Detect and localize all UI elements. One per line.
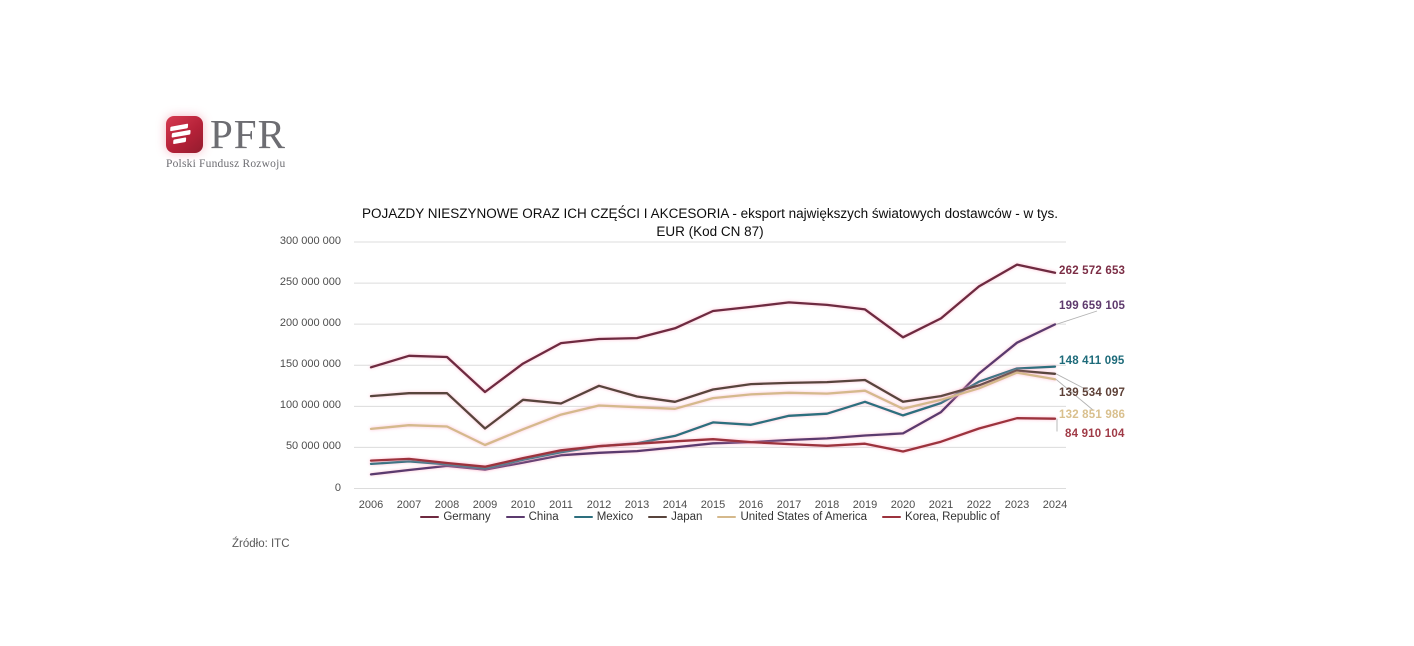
- series-line-germany: [369, 263, 1057, 394]
- legend-label: United States of America: [740, 511, 868, 523]
- series-end-label-united-states-of-america: 132 851 986: [1059, 408, 1126, 421]
- series-line-japan: [369, 369, 1057, 430]
- legend-swatch: [420, 515, 440, 519]
- chart-title-line1: POJAZDY NIESZYNOWE ORAZ ICH CZĘŚCI I AKC…: [362, 206, 1058, 221]
- chart-title: POJAZDY NIESZYNOWE ORAZ ICH CZĘŚCI I AKC…: [352, 205, 1068, 240]
- legend-swatch: [717, 515, 737, 519]
- label-leader-line: [1055, 373, 1090, 392]
- legend-swatch: [648, 515, 668, 519]
- series-end-label-mexico: 148 411 095: [1059, 354, 1125, 367]
- pfr-brand: PFR: [210, 111, 286, 157]
- x-axis-tick: 2015: [700, 499, 726, 511]
- series-end-label-china: 199 659 105: [1059, 299, 1126, 312]
- legend-item-united-states-of-america: United States of America: [717, 511, 867, 523]
- y-axis-tick: 200 000 000: [279, 317, 341, 330]
- legend-swatch: [505, 515, 525, 519]
- legend-label: Korea, Republic of: [905, 511, 1000, 523]
- x-axis-tick: 2017: [776, 499, 802, 511]
- x-axis-tick: 2010: [510, 499, 536, 511]
- x-axis-tick: 2016: [738, 499, 764, 511]
- y-axis-tick: 300 000 000: [279, 235, 341, 247]
- x-axis-tick: 2024: [1042, 499, 1068, 511]
- legend-item-korea-republic-of: Korea, Republic of: [882, 511, 1000, 523]
- series-line-mexico: [369, 365, 1057, 470]
- chart-title-line2: EUR (Kod CN 87): [656, 223, 764, 239]
- legend-item-germany: Germany: [420, 511, 491, 523]
- pfr-subtitle: Polski Fundusz Rozwoju: [166, 158, 286, 170]
- pfr-flag-icon: [166, 116, 203, 153]
- y-axis-tick: 100 000 000: [279, 399, 341, 412]
- legend-label: Japan: [671, 511, 703, 523]
- x-axis-tick: 2019: [852, 499, 878, 511]
- legend-swatch: [882, 515, 902, 519]
- label-leader-line: [1055, 378, 1094, 411]
- legend-label: Mexico: [596, 511, 634, 523]
- series-end-label-korea-republic-of: 84 910 104: [1065, 427, 1125, 440]
- x-axis-tick: 2014: [662, 499, 688, 511]
- y-axis-tick: 50 000 000: [285, 440, 341, 453]
- legend-item-mexico: Mexico: [573, 511, 634, 523]
- chart-legend: Germany China Mexico Japan United States of …: [300, 511, 1120, 523]
- pfr-logo-row: PFR: [166, 111, 286, 157]
- legend-label: Germany: [443, 511, 491, 523]
- y-axis-tick: 150 000 000: [279, 358, 341, 371]
- legend-item-japan: Japan: [648, 511, 702, 523]
- x-axis-tick: 2013: [624, 499, 650, 511]
- series-line-korea-republic-of: [369, 417, 1057, 468]
- series-line-china: [369, 323, 1057, 476]
- legend-label: China: [528, 511, 559, 523]
- pfr-logo: PFR Polski Fundusz Rozwoju: [166, 111, 286, 170]
- x-axis-tick: 2020: [890, 499, 916, 511]
- x-axis-tick: 2023: [1004, 499, 1030, 511]
- legend-swatch: [573, 515, 593, 519]
- x-axis-tick: 2018: [814, 499, 840, 511]
- x-axis-tick: 2021: [928, 499, 954, 511]
- x-axis-tick: 2008: [434, 499, 460, 511]
- series-end-label-japan: 139 534 097: [1059, 386, 1126, 399]
- x-axis-tick: 2009: [472, 499, 498, 511]
- x-axis-tick: 2022: [966, 499, 992, 511]
- y-axis-tick: 0: [334, 481, 341, 494]
- legend-item-china: China: [505, 511, 559, 523]
- series-line-united-states-of-america: [369, 371, 1057, 447]
- x-axis-tick: 2011: [549, 499, 573, 511]
- x-axis-tick: 2007: [396, 499, 422, 511]
- y-axis-tick: 250 000 000: [279, 276, 341, 289]
- x-axis-tick: 2006: [358, 499, 384, 511]
- label-leader-line: [1055, 310, 1098, 325]
- source-note: Źródło: ITC: [232, 538, 290, 550]
- x-axis-tick: 2012: [586, 499, 612, 511]
- pfr-flag-stripes: [170, 123, 191, 144]
- series-end-label-germany: 262 572 653: [1059, 265, 1126, 278]
